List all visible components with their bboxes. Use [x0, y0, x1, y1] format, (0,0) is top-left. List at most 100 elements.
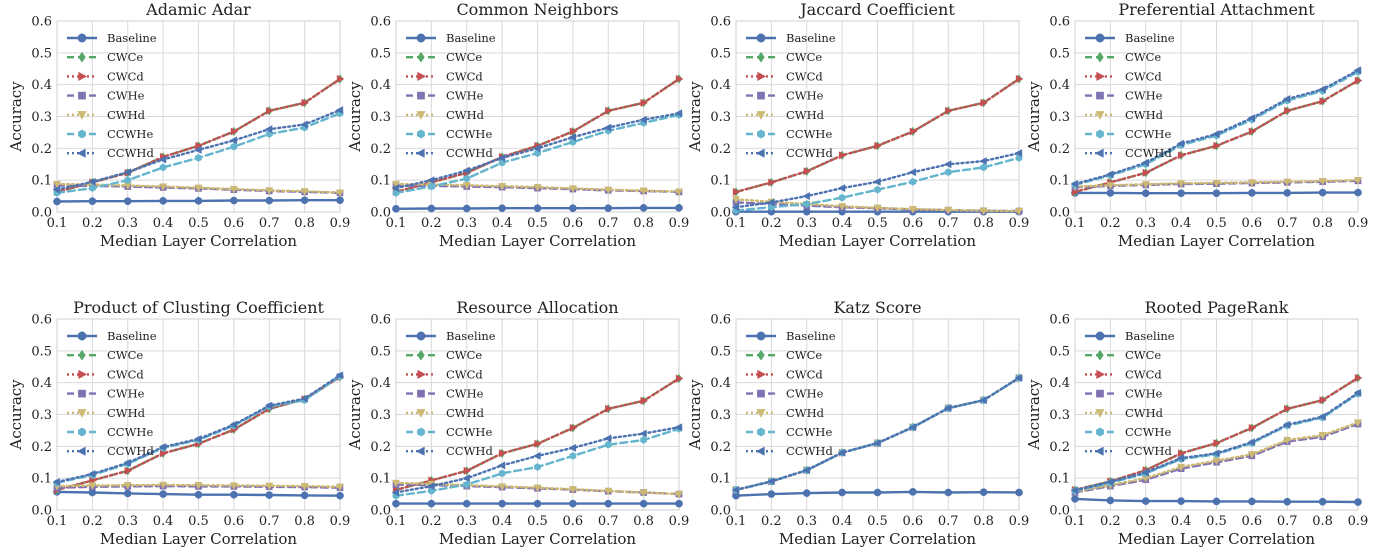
y-tick-label: 0.1	[370, 472, 391, 487]
data-point	[1211, 449, 1220, 458]
x-tick-label: 0.7	[1277, 514, 1298, 529]
y-tick-label: 0.5	[370, 344, 391, 359]
data-point	[463, 174, 471, 183]
legend-marker	[417, 71, 427, 82]
data-point	[1177, 463, 1186, 472]
legend-label: CWHe	[446, 387, 484, 401]
data-point	[872, 177, 881, 186]
chart-title: Katz Score	[833, 298, 921, 317]
data-point	[300, 491, 309, 500]
x-tick-label: 0.2	[421, 514, 442, 529]
legend: Baseline CWCe CWCd CWHe CWHd CCWHe CCWHd	[1085, 329, 1175, 458]
data-point	[1014, 373, 1023, 382]
data-point	[980, 98, 989, 107]
data-point	[498, 449, 507, 458]
data-point	[979, 157, 987, 166]
y-tick-label: 0.5	[31, 46, 52, 61]
data-point	[87, 469, 96, 479]
y-tick-label: 0.0	[710, 206, 731, 221]
legend-item-ccwhd: CCWHd	[746, 146, 833, 160]
legend-marker	[416, 111, 426, 120]
data-point	[944, 206, 953, 215]
data-point	[639, 204, 648, 212]
x-tick-label: 0.5	[188, 216, 209, 231]
legend-item-cwcd: CWCd	[406, 367, 483, 381]
y-tick-label: 0.0	[31, 206, 52, 221]
y-axis-label: Accuracy	[1025, 81, 1043, 153]
x-tick-label: 0.9	[669, 216, 690, 231]
data-point	[391, 479, 401, 488]
legend-marker	[415, 446, 425, 456]
legend-item-cwce: CWCe	[67, 348, 143, 362]
plot-frame	[395, 318, 680, 511]
x-tick-label: 0.7	[259, 514, 280, 529]
data-point	[979, 488, 988, 497]
legend-label: CWCd	[786, 69, 823, 83]
y-tick-label: 0.6	[370, 15, 391, 30]
data-point	[838, 203, 847, 211]
data-point	[463, 480, 471, 489]
data-point	[1176, 139, 1185, 148]
series-cwcd	[53, 74, 345, 196]
data-point	[803, 167, 812, 176]
x-tick-label: 0.8	[973, 216, 994, 231]
y-axis-label: Accuracy	[7, 379, 25, 451]
y-axis-label: Accuracy	[346, 379, 364, 451]
data-point	[639, 429, 647, 438]
x-tick-label: 0.3	[796, 514, 817, 529]
data-point	[731, 196, 741, 204]
legend-label: CCWHe	[446, 127, 492, 141]
x-tick-label: 0.1	[726, 514, 747, 529]
chart-title: Rooted PageRank	[1145, 298, 1289, 317]
data-point	[159, 481, 168, 490]
series-ccwhd	[391, 109, 683, 193]
legend-label: CWCe	[1125, 348, 1161, 362]
x-tick-label: 0.6	[903, 216, 924, 231]
data-point	[1212, 179, 1221, 188]
legend-marker	[757, 427, 765, 437]
legend: Baseline CWCe CWCd CWHe CWHd CCWHe CCWHd	[67, 329, 157, 458]
chart-title: Resource Allocation	[456, 298, 618, 317]
data-point	[1071, 495, 1079, 503]
data-point	[766, 198, 775, 207]
data-point	[229, 185, 238, 194]
data-point	[1141, 181, 1150, 189]
data-point	[1318, 188, 1327, 197]
legend-item-ccwhe: CCWHe	[406, 127, 492, 141]
legend-item-cwhe: CWHe	[746, 89, 824, 103]
legend-marker	[77, 331, 87, 341]
legend-marker	[1095, 331, 1105, 341]
y-tick-label: 0.1	[1049, 174, 1070, 189]
legend: Baseline CWCe CWCd CWHe CWHd CCWHe CCWHd	[67, 31, 157, 160]
data-point	[1142, 168, 1151, 177]
data-point	[123, 168, 131, 177]
legend-label: CWCd	[107, 367, 144, 381]
x-tick-label: 0.2	[761, 514, 782, 529]
data-point	[874, 141, 883, 150]
x-tick-label: 0.5	[527, 514, 548, 529]
legend-marker	[416, 409, 426, 418]
data-point	[1354, 76, 1363, 85]
data-point	[675, 374, 684, 383]
y-tick-label: 0.2	[370, 440, 391, 455]
legend-marker	[1096, 51, 1104, 63]
legend-marker	[1095, 111, 1105, 120]
y-tick-label: 0.0	[370, 504, 391, 519]
data-point	[768, 178, 776, 187]
data-point	[264, 125, 273, 134]
data-point	[391, 180, 401, 189]
legend-item-cwhd: CWHd	[406, 108, 485, 122]
chart-title: Preferential Attachment	[1118, 0, 1315, 19]
x-axis-label: Median Layer Correlation	[439, 530, 637, 548]
data-point	[229, 420, 238, 429]
legend-label: CCWHd	[446, 146, 493, 160]
data-point	[52, 477, 61, 487]
legend-label: CCWHe	[786, 425, 832, 439]
legend-marker	[417, 129, 425, 139]
legend-label: CCWHe	[1125, 425, 1171, 439]
legend-marker	[1094, 446, 1104, 456]
x-tick-label: 0.4	[832, 514, 853, 529]
legend-item-cwcd: CWCd	[67, 367, 144, 381]
data-point	[1177, 180, 1186, 188]
